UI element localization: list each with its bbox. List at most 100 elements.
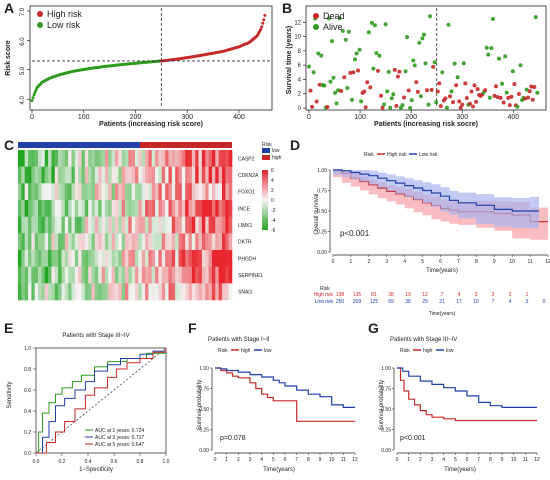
d-plot-ytick-label: 0.50: [317, 209, 327, 215]
a-legend-high-swatch: [37, 11, 43, 17]
c-heatmap: [18, 150, 233, 301]
c-heat-cell: [68, 216, 72, 234]
c-heat-cell: [98, 150, 102, 167]
c-heat-cell: [171, 250, 176, 267]
b-xtick-label: 100: [354, 114, 366, 121]
c-heat-cell: [24, 166, 29, 184]
c-heat-cell: [131, 150, 136, 167]
c-heat-cell: [195, 266, 199, 284]
c-heat-cell: [175, 216, 179, 234]
c-heat-cell: [118, 200, 122, 217]
c-heat-cell: [81, 233, 86, 251]
d-plot-xtick-label: 5: [421, 259, 424, 265]
c-heat-cell: [215, 250, 219, 267]
b-point-dead: [365, 80, 370, 85]
c-heat-cell: [41, 283, 46, 301]
c-heat-cell: [118, 166, 122, 184]
b-point-alive: [328, 79, 333, 84]
b-point-dead: [495, 94, 500, 99]
a-ytick-label: 6.0: [20, 37, 26, 46]
c-heat-cell: [98, 266, 102, 284]
c-heat-cell: [21, 183, 25, 201]
d-pvalue: p<0.001: [340, 229, 370, 238]
b-point-dead: [529, 84, 534, 89]
c-heat-cell: [84, 183, 89, 201]
c-heat-cell: [225, 283, 229, 301]
c-heat-cell: [34, 166, 39, 184]
c-heat-cell: [165, 216, 169, 234]
c-heat-cell: [74, 150, 79, 167]
c-heat-cell: [54, 233, 59, 251]
b-point-alive: [487, 95, 492, 100]
b-ytick-label: 6: [298, 63, 302, 69]
d-risk-count: 3: [475, 292, 478, 298]
c-heat-cell: [155, 216, 159, 234]
c-heat-cell: [104, 216, 109, 234]
c-heat-cell: [78, 216, 82, 234]
c-heat-cell: [221, 150, 226, 167]
c-heat-cell: [28, 166, 32, 184]
c-heat-cell: [221, 266, 226, 284]
c-heat-cell: [18, 150, 22, 167]
c-heat-cell: [151, 183, 156, 201]
a-xtick-label: 0: [30, 114, 34, 121]
c-heat-cell: [175, 233, 179, 251]
c-heat-cell: [28, 200, 32, 217]
c-gene-label: FOXO1: [238, 190, 255, 196]
b-point-dead: [348, 70, 353, 75]
b-point-alive: [412, 63, 417, 68]
c-heat-cell: [114, 166, 119, 184]
g-legend-high: high: [423, 348, 433, 354]
c-heat-cell: [135, 150, 139, 167]
c-heat-cell: [155, 283, 159, 301]
b-point-alive: [403, 69, 408, 74]
c-heat-cell: [28, 216, 32, 234]
d-risk-count: 4: [509, 299, 512, 305]
c-heat-cell: [98, 233, 102, 251]
c-heat-cell: [195, 250, 199, 267]
c-heat-cell: [131, 283, 136, 301]
c-heat-cell: [178, 150, 183, 167]
c-heat-cell: [101, 200, 106, 217]
c-heat-cell: [51, 233, 56, 251]
c-heat-cell: [51, 250, 56, 267]
c-heat-cell: [48, 283, 52, 301]
b-point-dead: [498, 95, 503, 100]
c-heat-cell: [78, 266, 82, 284]
d-risk-table: Risk High risk Low risk 198 135 81 38 19 12 7 4…: [314, 286, 546, 317]
c-heat-cell: [205, 216, 209, 234]
c-heat-cell: [64, 250, 69, 267]
c-heat-cell: [21, 283, 25, 301]
c-heat-cell: [28, 150, 32, 167]
b-point-alive: [446, 22, 451, 27]
c-heat-cell: [81, 266, 86, 284]
c-heat-cell: [78, 283, 82, 301]
c-heat-cell: [168, 166, 173, 184]
c-heat-cell: [151, 200, 156, 217]
c-heat-cell: [118, 183, 122, 201]
b-legend-dead: Dead: [323, 11, 345, 21]
d-risk-count: 81: [371, 292, 377, 298]
c-heat-cell: [111, 200, 116, 217]
c-heat-cell: [114, 183, 119, 201]
c-heat-cell: [195, 150, 199, 167]
c-heat-cell: [208, 233, 213, 251]
b-point-alive: [382, 102, 387, 107]
c-heat-cell: [28, 250, 32, 267]
b-point-dead: [451, 100, 456, 105]
f-plot-xtick-label: 6: [284, 457, 287, 463]
c-heat-cell: [165, 150, 169, 167]
c-heat-cell: [208, 200, 213, 217]
c-colorbar-tick: -2: [271, 208, 276, 214]
b-point-dead: [509, 94, 514, 99]
b-point-alive: [369, 20, 374, 25]
c-heat-cell: [141, 216, 146, 234]
g-plot-xtick-label: 9: [501, 457, 504, 463]
c-heat-cell: [121, 200, 126, 217]
a-point-low: [34, 88, 38, 92]
c-heat-cell: [104, 150, 109, 167]
b-point-alive: [372, 23, 377, 28]
c-heat-cell: [151, 150, 156, 167]
c-heat-cell: [44, 216, 49, 234]
c-heat-cell: [58, 266, 62, 284]
